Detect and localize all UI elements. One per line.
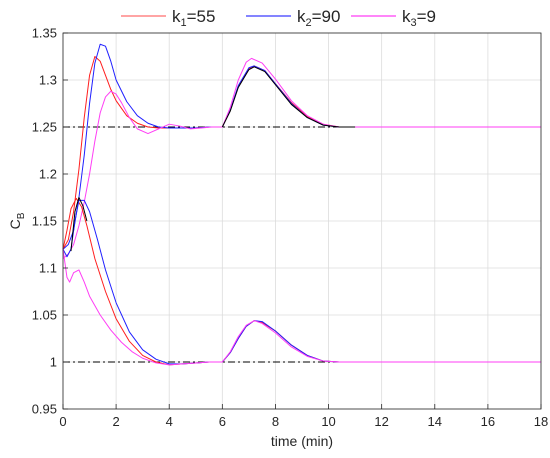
y-tick-label: 1.35 (32, 26, 57, 41)
legend: k1=55 k2=90 k3=9 (121, 7, 436, 29)
y-tick-label: 1.1 (39, 261, 57, 276)
legend-label-3: k3=9 (402, 7, 436, 29)
x-ticks: 0 2 4 6 8 10 12 14 16 18 (59, 404, 548, 429)
series-group (62, 43, 541, 366)
x-tick-label: 0 (59, 414, 66, 429)
y-tick-label: 1.3 (39, 73, 57, 88)
legend-label-2: k2=90 (297, 7, 340, 29)
y-tick-label: 1.05 (32, 308, 57, 323)
x-tick-label: 12 (374, 414, 388, 429)
x-tick-label: 4 (166, 414, 173, 429)
legend-label-value: =90 (312, 7, 341, 26)
x-axis-label: time (min) (271, 433, 333, 449)
x-tick-label: 10 (321, 414, 335, 429)
legend-label-main: k (297, 7, 306, 26)
legend-label-sub: 2 (306, 17, 312, 29)
legend-label-value: =9 (417, 7, 436, 26)
y-tick-label: 1.25 (32, 120, 57, 135)
reference-lines (63, 126, 541, 363)
x-tick-label: 2 (112, 414, 119, 429)
series-line-6 (62, 249, 541, 366)
x-tick-label: 8 (272, 414, 279, 429)
series-line-8 (70, 197, 88, 252)
y-tick-label: 1.2 (39, 167, 57, 182)
y-tick-label: 1 (50, 355, 57, 370)
y-ticks: 0.95 1 1.05 1.1 1.15 1.2 1.25 1.3 1.35 (32, 26, 68, 417)
series-line-3 (62, 57, 541, 259)
x-tick-label: 16 (481, 414, 495, 429)
x-tick-label: 14 (428, 414, 442, 429)
y-axis-label: CB (7, 212, 27, 229)
legend-label-main: k (402, 7, 411, 26)
y-tick-label: 0.95 (32, 402, 57, 417)
x-tick-label: 6 (219, 414, 226, 429)
legend-label-1: k1=55 (172, 7, 215, 29)
y-axis-label-main: C (7, 219, 23, 229)
legend-label-main: k (172, 7, 181, 26)
legend-label-sub: 3 (411, 17, 417, 29)
y-axis-label-sub: B (16, 212, 27, 219)
x-tick-label: 18 (534, 414, 548, 429)
legend-label-value: =55 (187, 7, 216, 26)
series-line-7 (221, 66, 356, 128)
legend-label-sub: 1 (181, 17, 187, 29)
y-tick-label: 1.15 (32, 214, 57, 229)
